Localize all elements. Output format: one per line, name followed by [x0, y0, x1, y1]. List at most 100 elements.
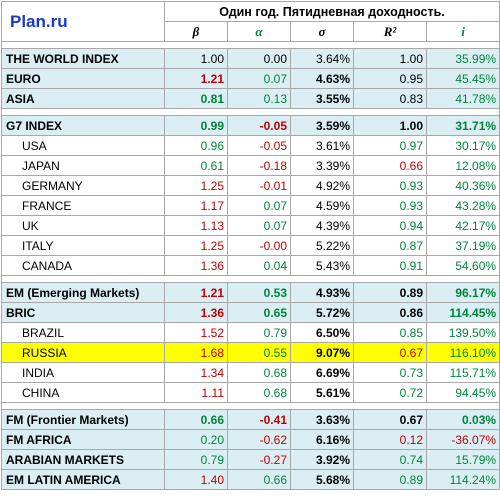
table-row: G7 INDEX 0.99 -0.05 3.59% 1.00 31.71%	[1, 115, 500, 136]
cell-i: 114.45%	[425, 302, 500, 323]
cell-sigma: 4.92%	[290, 175, 354, 196]
cell-r2: 0.74	[353, 449, 427, 470]
cell-r2: 1.00	[353, 48, 427, 69]
cell-sigma: 3.61%	[290, 135, 354, 156]
cell-i: 139.50%	[425, 322, 500, 343]
row-name: BRAZIL	[1, 322, 165, 343]
row-name: CHINA	[1, 382, 165, 403]
cell-beta: 1.00	[164, 48, 228, 69]
table-row: BRAZIL 1.52 0.79 6.50% 0.85 139.50%	[1, 322, 500, 343]
row-name: FRANCE	[1, 195, 165, 216]
cell-beta: 1.21	[164, 282, 228, 303]
cell-sigma: 5.61%	[290, 382, 354, 403]
table-row: USA 0.96 -0.05 3.61% 0.97 30.17%	[1, 135, 500, 156]
cell-sigma: 3.92%	[290, 449, 354, 470]
cell-i: 96.17%	[425, 282, 500, 303]
table-row: ITALY 1.25 -0.00 5.22% 0.87 37.19%	[1, 235, 500, 256]
cell-beta: 0.99	[164, 115, 228, 136]
cell-alpha: 0.07	[227, 195, 291, 216]
row-name: EM (Emerging Markets)	[1, 282, 165, 303]
cell-r2: 0.83	[353, 88, 427, 109]
cell-beta: 0.66	[164, 409, 228, 430]
cell-beta: 1.52	[164, 322, 228, 343]
table-row: FM (Frontier Markets) 0.66 -0.41 3.63% 0.67 0…	[1, 409, 500, 430]
cell-r2: 1.00	[353, 115, 427, 136]
cell-i: 30.17%	[425, 135, 500, 156]
cell-sigma: 6.50%	[290, 322, 354, 343]
table-row: ASIA 0.81 0.13 3.55% 0.83 41.78%	[1, 88, 500, 109]
cell-i: 37.19%	[425, 235, 500, 256]
cell-i: 42.17%	[425, 215, 500, 236]
site-logo[interactable]: Plan.ru	[1, 1, 165, 42]
col-i-header: i	[425, 21, 500, 42]
cell-sigma: 3.55%	[290, 88, 354, 109]
cell-beta: 1.11	[164, 382, 228, 403]
cell-beta: 1.25	[164, 175, 228, 196]
row-name: RUSSIA	[1, 342, 165, 363]
section-spacer	[0, 41, 500, 49]
col-sigma-header: σ	[290, 21, 354, 42]
table-row: RUSSIA 1.68 0.55 9.07% 0.67 116.10%	[1, 342, 500, 363]
section-spacer	[0, 275, 500, 283]
cell-r2: 0.12	[353, 429, 427, 450]
column-header-row: β α σ R² i	[2, 21, 500, 42]
cell-alpha: 0.53	[227, 282, 291, 303]
cell-r2: 0.72	[353, 382, 427, 403]
table-body: THE WORLD INDEX 1.00 0.00 3.64% 1.00 35.99% EU…	[0, 41, 500, 490]
cell-i: 114.24%	[425, 469, 500, 490]
row-name: G7 INDEX	[1, 115, 165, 136]
row-name: INDIA	[1, 362, 165, 383]
cell-r2: 0.91	[353, 255, 427, 276]
cell-i: 0.03%	[425, 409, 500, 430]
cell-r2: 0.97	[353, 135, 427, 156]
cell-i: 12.08%	[425, 155, 500, 176]
section-spacer	[0, 108, 500, 116]
row-name: UK	[1, 215, 165, 236]
cell-alpha: 0.04	[227, 255, 291, 276]
cell-r2: 0.89	[353, 282, 427, 303]
cell-beta: 1.40	[164, 469, 228, 490]
row-name: EURO	[1, 68, 165, 89]
row-name: USA	[1, 135, 165, 156]
cell-alpha: 0.79	[227, 322, 291, 343]
cell-i: 15.79%	[425, 449, 500, 470]
title-row: Plan.ru Один год. Пятидневная доходность…	[1, 1, 500, 42]
cell-alpha: -0.18	[227, 155, 291, 176]
cell-alpha: -0.01	[227, 175, 291, 196]
cell-beta: 1.25	[164, 235, 228, 256]
cell-beta: 0.20	[164, 429, 228, 450]
col-alpha-header: α	[227, 21, 291, 42]
cell-i: 43.28%	[425, 195, 500, 216]
table-row: GERMANY 1.25 -0.01 4.92% 0.93 40.36%	[1, 175, 500, 196]
cell-alpha: 0.07	[227, 68, 291, 89]
cell-i: 116.10%	[425, 342, 500, 363]
cell-alpha: -0.62	[227, 429, 291, 450]
cell-i: -36.07%	[425, 429, 500, 450]
cell-sigma: 4.93%	[290, 282, 354, 303]
cell-beta: 1.21	[164, 68, 228, 89]
cell-alpha: 0.65	[227, 302, 291, 323]
cell-beta: 0.61	[164, 155, 228, 176]
cell-sigma: 6.69%	[290, 362, 354, 383]
cell-r2: 0.94	[353, 215, 427, 236]
cell-sigma: 6.16%	[290, 429, 354, 450]
table-row: FRANCE 1.17 0.07 4.59% 0.93 43.28%	[1, 195, 500, 216]
cell-i: 41.78%	[425, 88, 500, 109]
cell-i: 94.45%	[425, 382, 500, 403]
cell-beta: 1.36	[164, 302, 228, 323]
row-name: GERMANY	[1, 175, 165, 196]
table-row: EM LATIN AMERICA 1.40 0.66 5.68% 0.89 114.24%	[1, 469, 500, 490]
row-name: ARABIAN MARKETS	[1, 449, 165, 470]
table-row: FM AFRICA 0.20 -0.62 6.16% 0.12 -36.07%	[1, 429, 500, 450]
table-row: JAPAN 0.61 -0.18 3.39% 0.66 12.08%	[1, 155, 500, 176]
spacer-cell	[0, 402, 500, 410]
cell-beta: 1.13	[164, 215, 228, 236]
cell-r2: 0.93	[353, 195, 427, 216]
col-r2-header: R²	[353, 21, 427, 42]
cell-r2: 0.73	[353, 362, 427, 383]
table-row: CANADA 1.36 0.04 5.43% 0.91 54.60%	[1, 255, 500, 276]
cell-beta: 0.96	[164, 135, 228, 156]
cell-alpha: -0.41	[227, 409, 291, 430]
cell-i: 40.36%	[425, 175, 500, 196]
cell-r2: 0.86	[353, 302, 427, 323]
